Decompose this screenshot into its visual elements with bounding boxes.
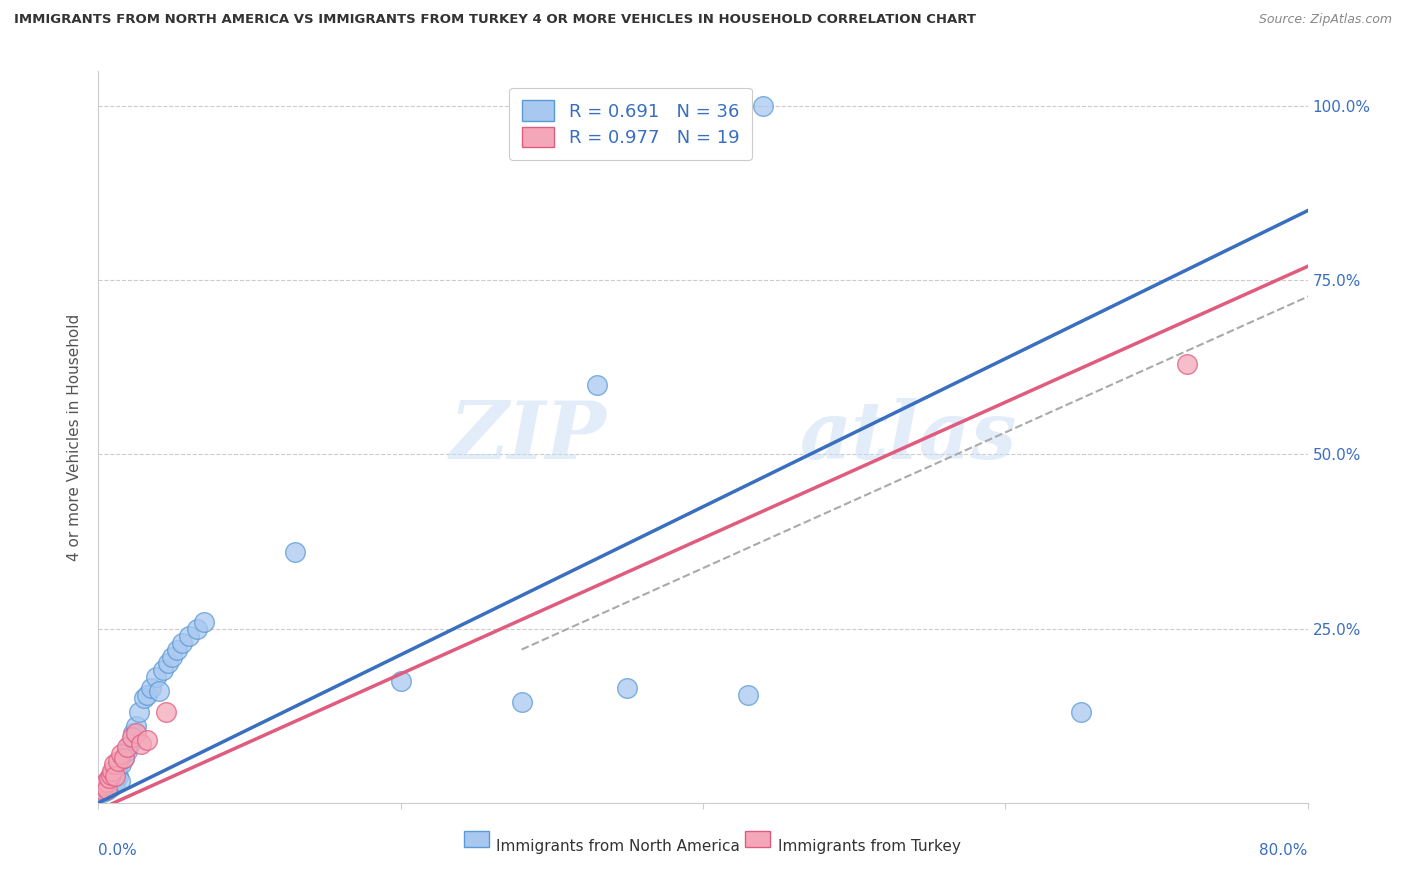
Legend: R = 0.691   N = 36, R = 0.977   N = 19: R = 0.691 N = 36, R = 0.977 N = 19 — [509, 87, 752, 160]
Point — [156, 657, 179, 671]
Point — [101, 772, 124, 786]
Point — [170, 635, 193, 649]
Point — [100, 780, 122, 795]
Point — [103, 768, 125, 782]
Text: Source: ZipAtlas.com: Source: ZipAtlas.com — [1258, 13, 1392, 27]
Point — [94, 778, 117, 792]
Text: 80.0%: 80.0% — [1260, 843, 1308, 858]
Point — [141, 681, 163, 695]
Point — [148, 684, 170, 698]
Point — [145, 670, 167, 684]
Point — [135, 688, 157, 702]
Point — [120, 737, 142, 751]
Point — [115, 740, 138, 755]
Text: 0.0%: 0.0% — [98, 843, 138, 858]
Point — [94, 775, 117, 789]
Point — [105, 764, 128, 779]
Point — [112, 750, 135, 764]
Point — [193, 615, 215, 629]
Point — [121, 730, 143, 744]
Point — [110, 757, 132, 772]
Point — [104, 769, 127, 783]
Point — [112, 750, 135, 764]
Point — [510, 695, 533, 709]
Text: Immigrants from North America: Immigrants from North America — [496, 839, 740, 855]
Point — [166, 642, 188, 657]
Point — [101, 764, 124, 779]
Point — [616, 681, 638, 695]
Point — [110, 747, 132, 761]
Point — [104, 776, 127, 790]
Point — [91, 785, 114, 799]
Point — [122, 726, 145, 740]
Point — [108, 773, 131, 788]
Y-axis label: 4 or more Vehicles in Household: 4 or more Vehicles in Household — [67, 313, 83, 561]
Text: ZIP: ZIP — [450, 399, 606, 475]
Point — [93, 781, 115, 796]
Point — [1070, 705, 1092, 719]
Point — [179, 629, 201, 643]
Point — [91, 783, 114, 797]
Point — [284, 545, 307, 559]
Point — [752, 99, 775, 113]
Point — [93, 778, 115, 792]
Point — [186, 622, 208, 636]
Point — [115, 743, 138, 757]
Point — [100, 768, 122, 782]
Point — [152, 664, 174, 678]
Text: IMMIGRANTS FROM NORTH AMERICA VS IMMIGRANTS FROM TURKEY 4 OR MORE VEHICLES IN HO: IMMIGRANTS FROM NORTH AMERICA VS IMMIGRA… — [14, 13, 976, 27]
Point — [107, 754, 129, 768]
Point — [389, 673, 412, 688]
Point — [98, 772, 121, 786]
Point — [103, 757, 125, 772]
Point — [132, 691, 155, 706]
Point — [129, 737, 152, 751]
Point — [1175, 357, 1198, 371]
Point — [586, 377, 609, 392]
Point — [96, 781, 118, 796]
Point — [125, 719, 148, 733]
Point — [125, 726, 148, 740]
Point — [107, 769, 129, 783]
Point — [128, 705, 150, 719]
Point — [98, 775, 121, 789]
Point — [155, 705, 177, 719]
Text: Immigrants from Turkey: Immigrants from Turkey — [778, 839, 960, 855]
Text: atlas: atlas — [800, 399, 1017, 475]
Point — [96, 783, 118, 797]
Point — [135, 733, 157, 747]
Point — [737, 688, 759, 702]
Point — [162, 649, 184, 664]
